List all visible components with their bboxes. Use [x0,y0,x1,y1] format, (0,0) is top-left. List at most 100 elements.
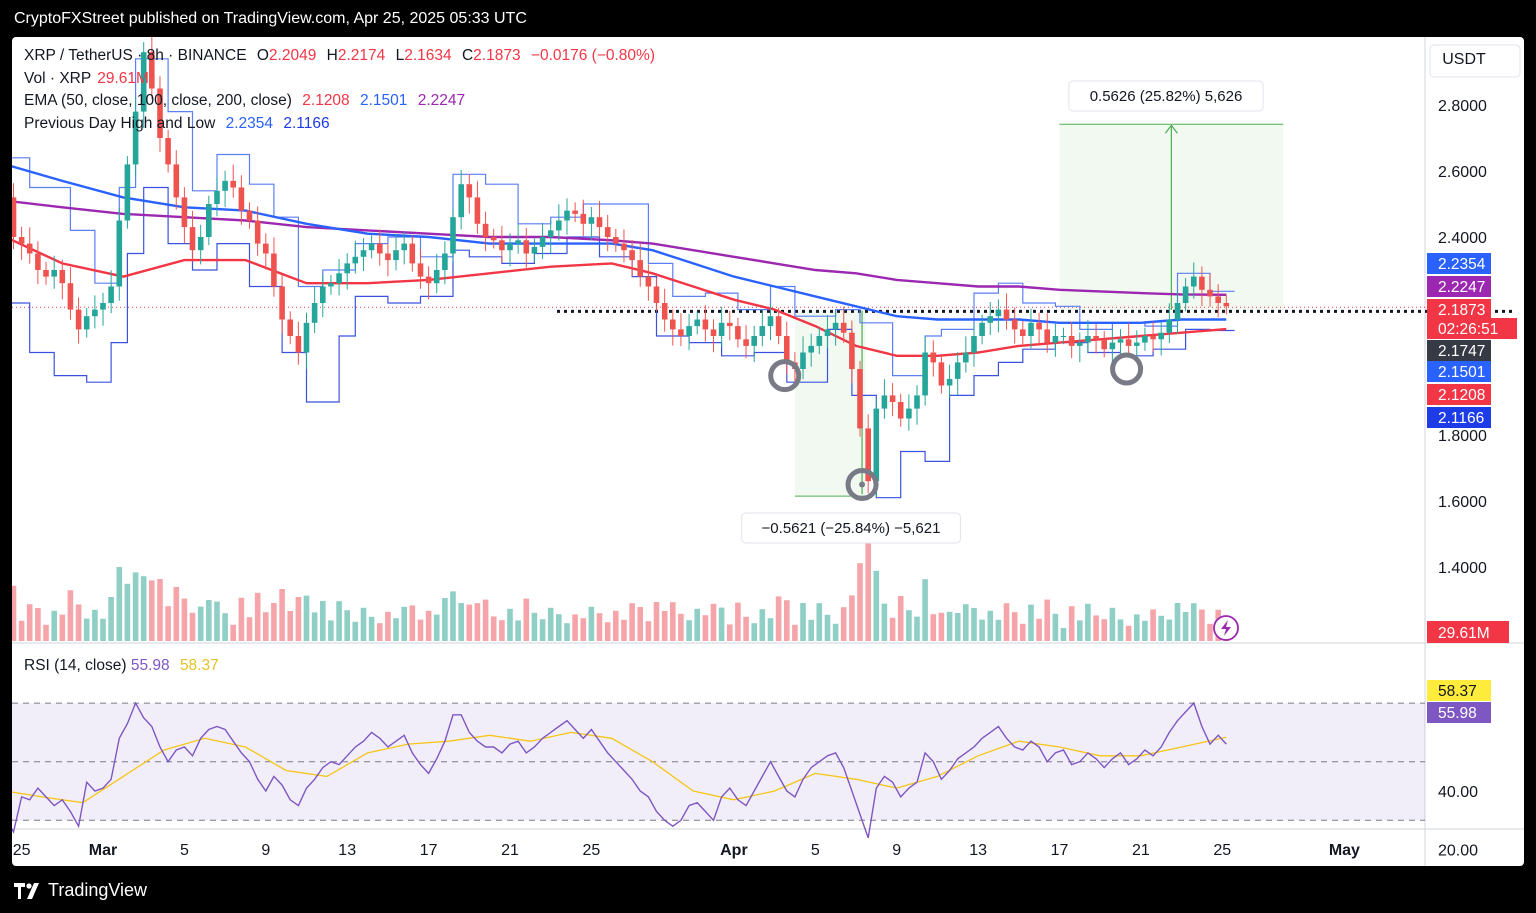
candle-body[interactable] [694,319,700,327]
pattern-marker-circle[interactable] [845,468,879,501]
candle-body[interactable] [458,184,464,218]
candle-body[interactable] [547,230,554,237]
rsi-line[interactable] [12,701,1227,839]
candle-body[interactable] [18,237,25,244]
candle-body[interactable] [1166,319,1173,333]
candle-body[interactable] [287,319,293,337]
candle-body[interactable] [767,316,774,327]
candle-body[interactable] [539,237,546,247]
candle-body[interactable] [897,402,904,419]
candle-body[interactable] [914,395,920,409]
candle-body[interactable] [1174,303,1181,320]
candle-body[interactable] [1003,309,1010,320]
candle-body[interactable] [507,243,513,251]
candle-body[interactable] [808,345,814,353]
candle-body[interactable] [613,237,619,244]
candle-body[interactable] [661,303,668,320]
candle-body[interactable] [140,52,147,112]
candle-body[interactable] [995,309,1002,317]
candle-body[interactable] [474,197,481,224]
candle-body[interactable] [401,243,407,251]
candle-body[interactable] [718,322,725,336]
candle-body[interactable] [295,336,302,353]
candle-body[interactable] [1223,303,1230,307]
candle-body[interactable] [840,322,847,333]
candle-body[interactable] [1077,342,1083,346]
candle-body[interactable] [26,243,33,254]
candle-body[interactable] [425,276,432,284]
candle-body[interactable] [336,273,342,284]
candle-body[interactable] [490,237,497,241]
candle-body[interactable] [1093,336,1099,340]
candle-body[interactable] [393,250,399,261]
candle-body[interactable] [214,190,220,204]
pattern-marker-circle[interactable] [768,359,802,393]
candle-body[interactable] [1215,296,1221,303]
candle-body[interactable] [954,362,961,379]
candle-body[interactable] [564,210,570,221]
candle-body[interactable] [328,283,334,287]
candle-body[interactable] [1085,336,1091,343]
candle-body[interactable] [385,253,391,261]
candle-body[interactable] [873,408,880,482]
candle-body[interactable] [482,223,489,237]
candle-body[interactable] [735,326,741,340]
candle-body[interactable] [1101,339,1107,350]
candle-body[interactable] [946,378,953,386]
candle-body[interactable] [222,180,228,191]
candle-body[interactable] [759,326,766,336]
candle-body[interactable] [588,217,595,224]
candle-body[interactable] [43,270,49,277]
prev-day-low-line[interactable] [12,186,1235,499]
candle-body[interactable] [963,352,969,363]
candle-body[interactable] [653,286,660,304]
candle-body[interactable] [938,362,945,386]
candle-body[interactable] [686,326,692,336]
prev-day-high-line[interactable] [12,58,1235,377]
candle-body[interactable] [59,270,66,284]
candle-body[interactable] [181,197,188,228]
candle-body[interactable] [409,243,416,264]
candle-body[interactable] [1020,329,1026,336]
candle-body[interactable] [523,240,530,254]
candle-body[interactable] [1028,322,1034,336]
candle-body[interactable] [271,253,277,287]
measure-up-label[interactable]: 0.5626 (25.82%) 5,626 [1068,80,1264,112]
candle-body[interactable] [197,237,204,251]
candle-body[interactable] [702,319,709,330]
candle-body[interactable] [784,336,790,363]
candle-body[interactable] [637,260,643,277]
candle-body[interactable] [1134,342,1140,346]
ema100-line[interactable] [12,164,1227,324]
candle-body[interactable] [1182,286,1189,304]
measure-down-box[interactable] [794,310,867,497]
candle-body[interactable] [922,352,928,396]
chart-svg[interactable]: 0.5626 (25.82%) 5,626 −0.5621 (−25.84%) −… [12,37,1524,866]
candle-body[interactable] [1011,319,1018,330]
candle-body[interactable] [124,164,131,221]
candle-body[interactable] [189,227,196,251]
candle-body[interactable] [889,395,896,402]
candle-body[interactable] [979,322,985,336]
candle-body[interactable] [1207,289,1213,297]
candle-body[interactable] [1052,336,1059,343]
pattern-marker-circle[interactable] [1110,352,1144,386]
candle-body[interactable] [743,339,749,346]
candle-body[interactable] [849,332,855,369]
candle-body[interactable] [906,408,912,419]
candle-body[interactable] [173,164,180,198]
candle-body[interactable] [629,250,635,261]
candle-body[interactable] [987,316,994,323]
candle-body[interactable] [556,220,562,231]
candle-body[interactable] [572,210,578,214]
candle-body[interactable] [320,286,326,304]
candle-body[interactable] [238,187,245,211]
candle-body[interactable] [531,246,538,254]
candle-body[interactable] [442,253,448,271]
candle-body[interactable] [751,336,757,346]
candle-body[interactable] [832,322,839,330]
candle-body[interactable] [1191,276,1197,287]
candle-body[interactable] [499,240,505,251]
candle-body[interactable] [100,303,106,310]
candle-body[interactable] [311,303,318,323]
